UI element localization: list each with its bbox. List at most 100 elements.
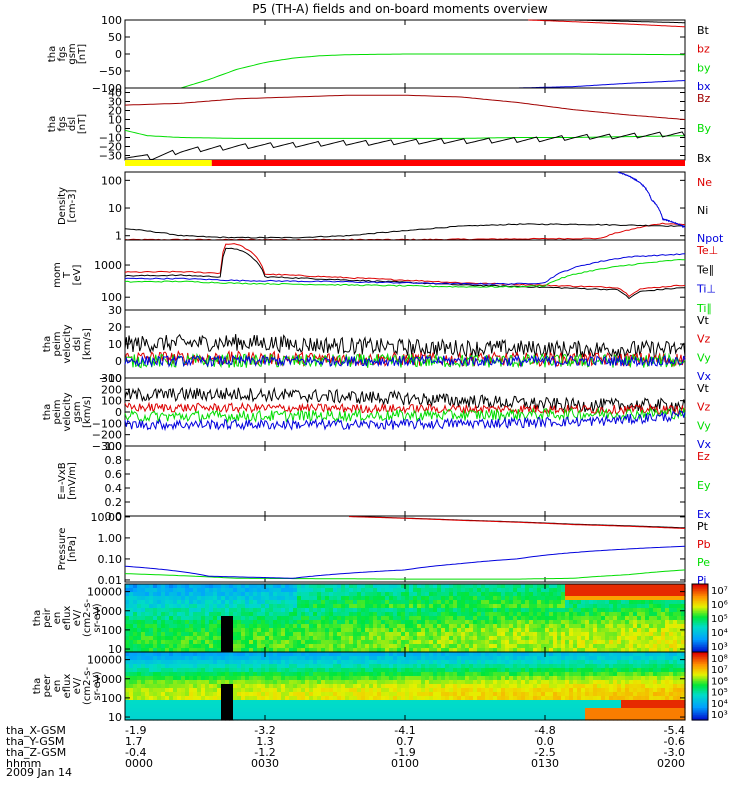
spectrogram-cell — [189, 640, 194, 645]
spectrogram-cell — [345, 636, 350, 641]
spectrogram-cell — [549, 612, 554, 617]
spectrogram-cell — [273, 584, 278, 589]
spectrogram-cell — [141, 716, 146, 721]
spectrogram-cell — [309, 616, 314, 621]
spectrogram-cell — [577, 584, 582, 589]
spectrogram-cell — [681, 596, 686, 601]
spectrogram-cell — [509, 620, 514, 625]
spectrogram-cell — [625, 676, 630, 681]
spectrogram-cell — [593, 608, 598, 613]
spectrogram-cell — [205, 652, 210, 657]
spectrogram-cell — [361, 596, 366, 601]
spectrogram-cell — [321, 584, 326, 589]
spectrogram-cell — [465, 668, 470, 673]
spectrogram-cell — [209, 676, 214, 681]
spectrogram-cell — [589, 592, 594, 597]
spectrogram-cell — [337, 632, 342, 637]
spectrogram-cell — [165, 588, 170, 593]
spectrogram-cell — [221, 672, 226, 677]
spectrogram-cell — [437, 676, 442, 681]
spectrogram-cell — [237, 696, 242, 701]
spectrogram-cell — [589, 668, 594, 673]
spectrogram-cell — [377, 604, 382, 609]
spectrogram-cell — [641, 672, 646, 677]
spectrogram-cell — [293, 644, 298, 649]
spectrogram-cell — [153, 704, 158, 709]
spectrogram-cell — [225, 652, 230, 657]
spectrogram-cell — [605, 712, 610, 717]
spectrogram-cell — [513, 604, 518, 609]
spectrogram-cell — [525, 596, 530, 601]
spectrogram-cell — [325, 616, 330, 621]
spectrogram-cell — [401, 596, 406, 601]
spectrogram-cell — [157, 652, 162, 657]
spectrogram-cell — [481, 592, 486, 597]
spectrogram-cell — [193, 616, 198, 621]
spectrogram-cell — [261, 604, 266, 609]
spectrogram-cell — [213, 696, 218, 701]
spectrogram-cell — [293, 664, 298, 669]
spectrogram-cell — [369, 668, 374, 673]
spectrogram-cell — [261, 644, 266, 649]
spectrogram-cell — [261, 692, 266, 697]
spectrogram-cell — [553, 632, 558, 637]
spectrogram-cell — [161, 624, 166, 629]
spectrogram-cell — [213, 688, 218, 693]
spectrogram-cell — [569, 712, 574, 717]
spectrogram-cell — [233, 648, 238, 653]
spectrogram-cell — [133, 592, 138, 597]
spectrogram-cell — [465, 644, 470, 649]
spectrogram-cell — [545, 588, 550, 593]
spectrogram-cell — [305, 692, 310, 697]
spectrogram-cell — [153, 660, 158, 665]
spectrogram-cell — [641, 640, 646, 645]
spectrogram-cell — [285, 716, 290, 721]
spectrogram-cell — [465, 672, 470, 677]
spectrogram-cell — [633, 592, 638, 597]
spectrogram-cell — [197, 704, 202, 709]
spectrogram-cell — [401, 708, 406, 713]
spectrogram-cell — [517, 676, 522, 681]
spectrogram-cell — [557, 600, 562, 605]
spectrogram-cell — [493, 588, 498, 593]
spectrogram-cell — [285, 592, 290, 597]
spectrogram-cell — [465, 640, 470, 645]
spectrogram-cell — [357, 704, 362, 709]
y-tick-label: 0 — [115, 355, 122, 368]
spectrogram-cell — [173, 664, 178, 669]
spectrogram-cell — [533, 628, 538, 633]
spectrogram-cell — [473, 636, 478, 641]
spectrogram-cell — [521, 612, 526, 617]
spectrogram-cell — [589, 660, 594, 665]
spectrogram-cell — [201, 688, 206, 693]
spectrogram-cell — [621, 648, 626, 653]
spectrogram-cell — [489, 616, 494, 621]
spectrogram-cell — [345, 684, 350, 689]
spectrogram-cell — [413, 696, 418, 701]
spectrogram-cell — [561, 596, 566, 601]
spectrogram-cell — [581, 632, 586, 637]
spectrogram-cell — [149, 588, 154, 593]
spectrogram-cell — [537, 600, 542, 605]
spectrogram-cell — [149, 612, 154, 617]
spectrogram-cell — [553, 656, 558, 661]
spectrogram-cell — [369, 636, 374, 641]
spectrogram-cell — [513, 716, 518, 721]
spectrogram-cell — [217, 608, 222, 613]
spectrogram-cell — [365, 636, 370, 641]
spectrogram-cell — [145, 588, 150, 593]
spectrogram-cell — [473, 612, 478, 617]
spectrogram-cell — [541, 592, 546, 597]
spectrogram-cell — [333, 628, 338, 633]
spectrogram-cell — [621, 716, 626, 721]
spectrogram-cell — [213, 640, 218, 645]
spectrogram-cell — [425, 620, 430, 625]
colorbar-cell — [692, 623, 708, 626]
spectrogram-cell — [157, 704, 162, 709]
colorbar-cell — [692, 612, 708, 616]
spectrogram-cell — [385, 628, 390, 633]
spectrogram-cell — [165, 612, 170, 617]
spectrogram-cell — [365, 616, 370, 621]
spectrogram-cell — [677, 644, 682, 649]
spectrogram-cell — [329, 680, 334, 685]
